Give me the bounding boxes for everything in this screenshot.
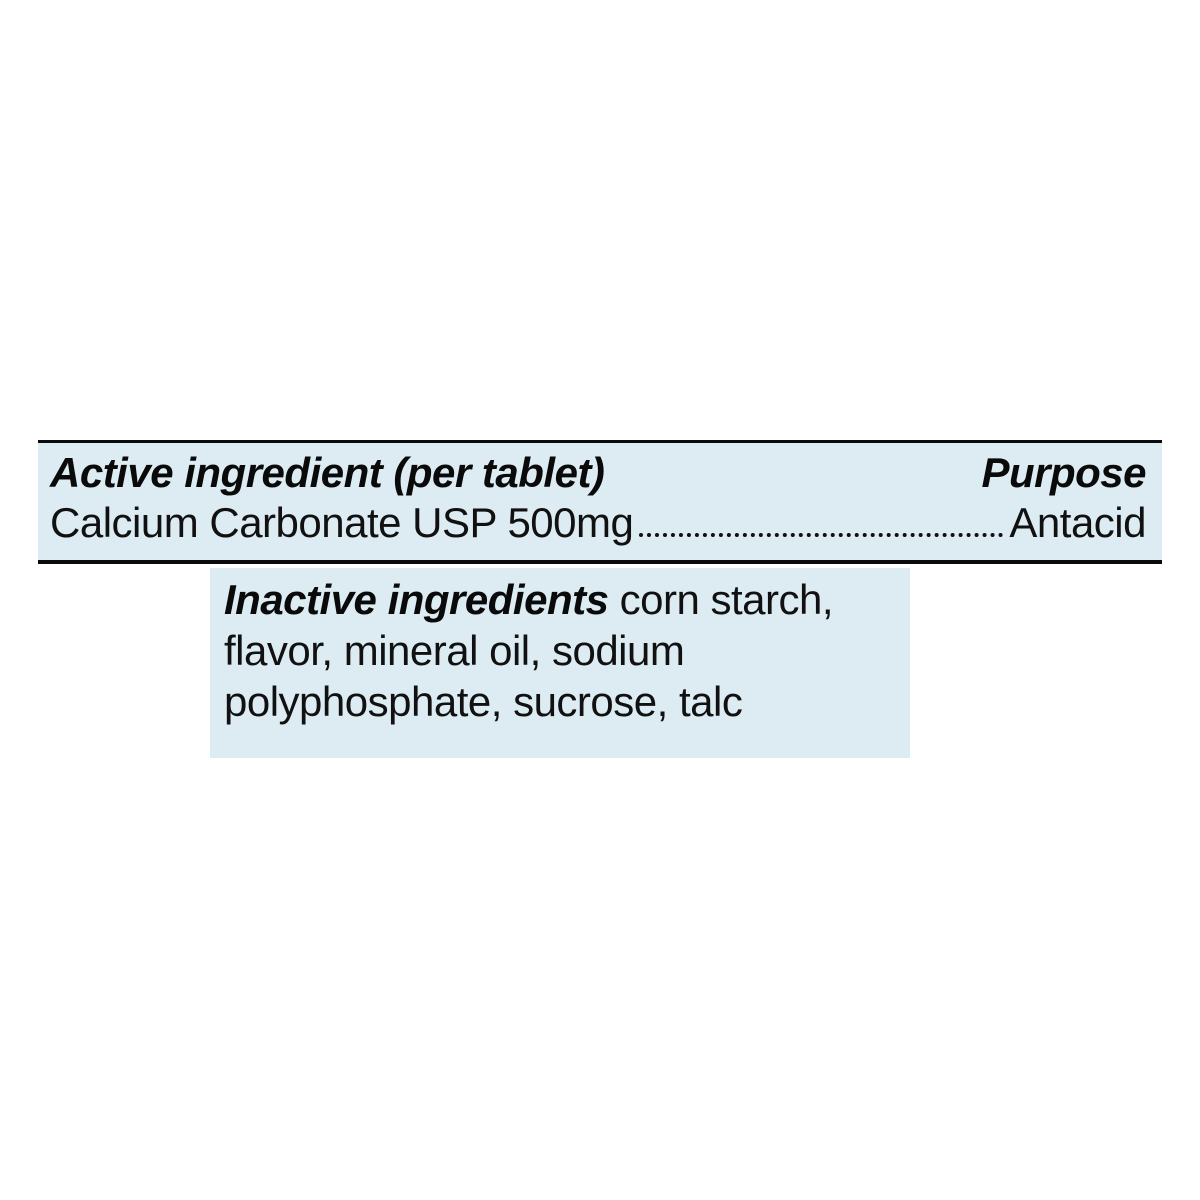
active-ingredient-row: Calcium Carbonate USP 500mg Antacid bbox=[50, 499, 1146, 547]
active-ingredient-heading: Active ingredient (per tablet) bbox=[50, 449, 604, 497]
inactive-ingredients-panel: Inactive ingredients corn starch, flavor… bbox=[210, 568, 910, 758]
dot-leader bbox=[639, 533, 1003, 537]
active-header-row: Active ingredient (per tablet) Purpose bbox=[50, 449, 1146, 497]
active-ingredient-purpose: Antacid bbox=[1009, 499, 1146, 547]
drug-facts-label: Active ingredient (per tablet) Purpose C… bbox=[0, 0, 1200, 1200]
active-ingredient-name: Calcium Carbonate USP 500mg bbox=[50, 499, 633, 547]
inactive-ingredients-heading: Inactive ingredients bbox=[224, 576, 608, 623]
purpose-heading: Purpose bbox=[981, 449, 1146, 497]
active-ingredient-panel: Active ingredient (per tablet) Purpose C… bbox=[38, 440, 1162, 564]
